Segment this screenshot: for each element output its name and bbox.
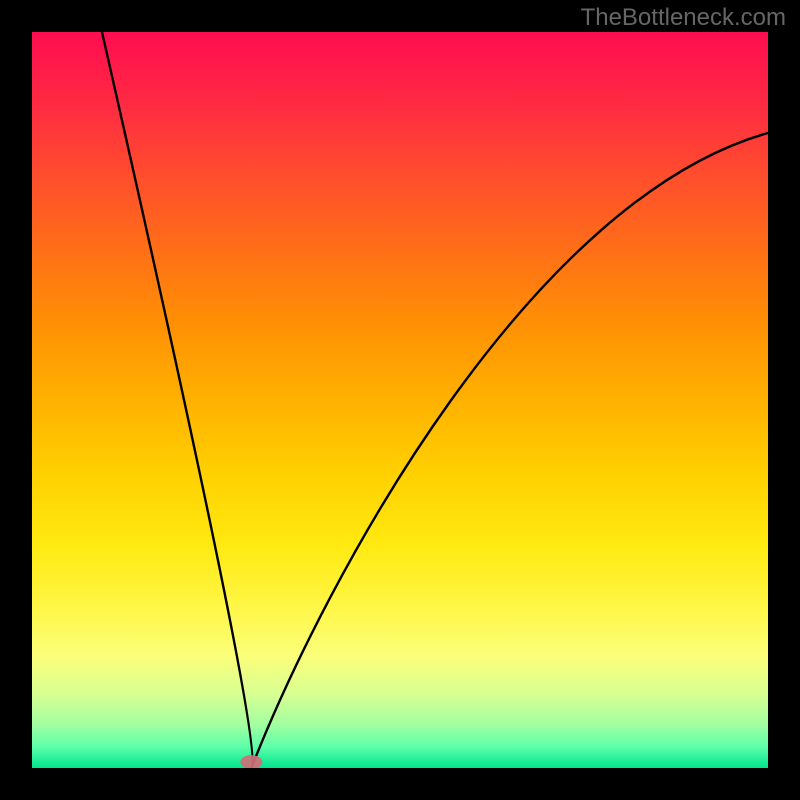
optimum-marker bbox=[240, 755, 262, 769]
bottleneck-chart bbox=[0, 0, 800, 800]
watermark-text: TheBottleneck.com bbox=[581, 4, 786, 32]
gradient-background bbox=[32, 32, 768, 768]
